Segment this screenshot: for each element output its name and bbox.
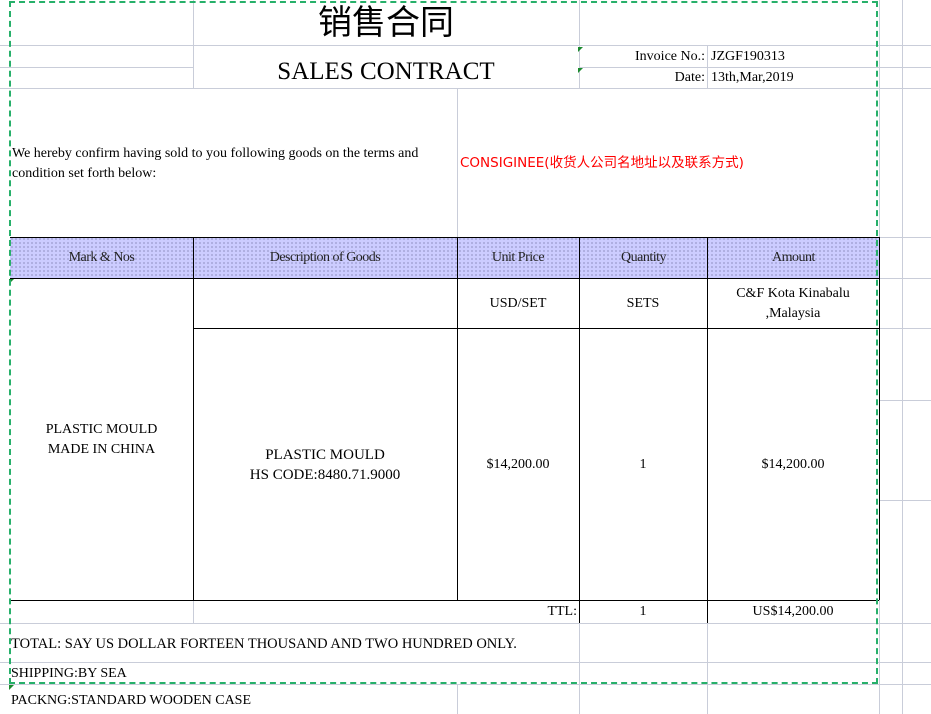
packing-text: PACKNG:STANDARD WOODEN CASE — [11, 693, 252, 708]
invoice-number: JZGF190313 — [711, 49, 785, 64]
unit-price-value: $14,200.00 — [486, 456, 550, 472]
quantity-value: 1 — [639, 456, 647, 472]
date-value: 13th,Mar,2019 — [711, 70, 794, 85]
mark-line1: PLASTIC MOULD — [45, 421, 158, 437]
gridline — [902, 0, 903, 714]
gridline — [0, 45, 931, 46]
comment-marker-icon — [9, 685, 14, 690]
header-mark: Mark & Nos — [68, 249, 135, 265]
table-border — [879, 237, 880, 600]
description-cell: PLASTIC MOULD HS CODE:8480.71.9000 — [193, 329, 457, 600]
gridline — [193, 0, 194, 88]
gridline — [193, 600, 194, 623]
gridline — [579, 0, 580, 88]
invoice-label: Invoice No.: — [635, 49, 705, 64]
gridline — [879, 328, 931, 329]
comment-marker-icon — [578, 68, 583, 73]
total-amount: US$14,200.00 — [752, 604, 834, 619]
gridline — [0, 623, 931, 624]
gridline — [879, 400, 931, 401]
gridline — [707, 623, 708, 714]
gridline — [0, 67, 193, 68]
total-quantity: 1 — [639, 604, 647, 619]
unit-price-currency: USD/SET — [489, 295, 547, 311]
table-border — [193, 237, 194, 600]
header-amount: Amount — [772, 249, 815, 265]
gridline — [457, 88, 458, 237]
mark-cell: PLASTIC MOULD MADE IN CHINA — [10, 279, 193, 600]
table-border — [579, 237, 580, 623]
table-border — [193, 328, 879, 329]
gridline — [579, 67, 931, 68]
gridline — [579, 623, 580, 714]
gridline — [0, 88, 931, 89]
shipping-text: SHIPPING:BY SEA — [11, 666, 127, 681]
mark-line2: MADE IN CHINA — [47, 441, 156, 457]
table-border — [10, 237, 879, 238]
title-english: SALES CONTRACT — [277, 58, 495, 85]
amount-terms-line2: ,Malaysia — [765, 305, 821, 321]
total-label: TTL: — [547, 604, 577, 619]
header-description: Description of Goods — [269, 249, 381, 265]
quantity-unit: SETS — [626, 295, 660, 311]
table-header: Mark & Nos Description of Goods Unit Pri… — [10, 237, 879, 278]
gridline — [0, 684, 931, 685]
comment-marker-icon — [578, 47, 583, 52]
gridline — [879, 278, 931, 279]
table-border — [10, 600, 879, 601]
table-border — [10, 278, 879, 279]
consignee-text: CONSIGINEE(收货人公司名地址以及联系方式) — [460, 155, 744, 171]
table-border — [457, 237, 458, 600]
description-line1: PLASTIC MOULD — [265, 446, 385, 463]
total-in-words: TOTAL: SAY US DOLLAR FORTEEN THOUSAND AN… — [11, 636, 517, 652]
comment-marker-icon — [9, 279, 14, 284]
gridline — [879, 500, 931, 501]
gridline — [707, 45, 708, 88]
amount-terms-line1: C&F Kota Kinabalu — [736, 285, 850, 301]
amount-value: $14,200.00 — [761, 456, 825, 472]
amount-terms: C&F Kota Kinabalu ,Malaysia — [707, 279, 879, 328]
description-line2: HS CODE:8480.71.9000 — [249, 466, 401, 483]
header-quantity: Quantity — [621, 249, 667, 265]
header-unit-price: Unit Price — [491, 249, 545, 265]
title-chinese: 销售合同 — [318, 5, 454, 42]
gridline — [879, 237, 931, 238]
date-label: Date: — [674, 70, 705, 85]
gridline — [0, 662, 931, 663]
intro-text: We hereby confirm having sold to you fol… — [12, 146, 419, 181]
table-border — [707, 237, 708, 623]
gridline — [457, 684, 458, 714]
